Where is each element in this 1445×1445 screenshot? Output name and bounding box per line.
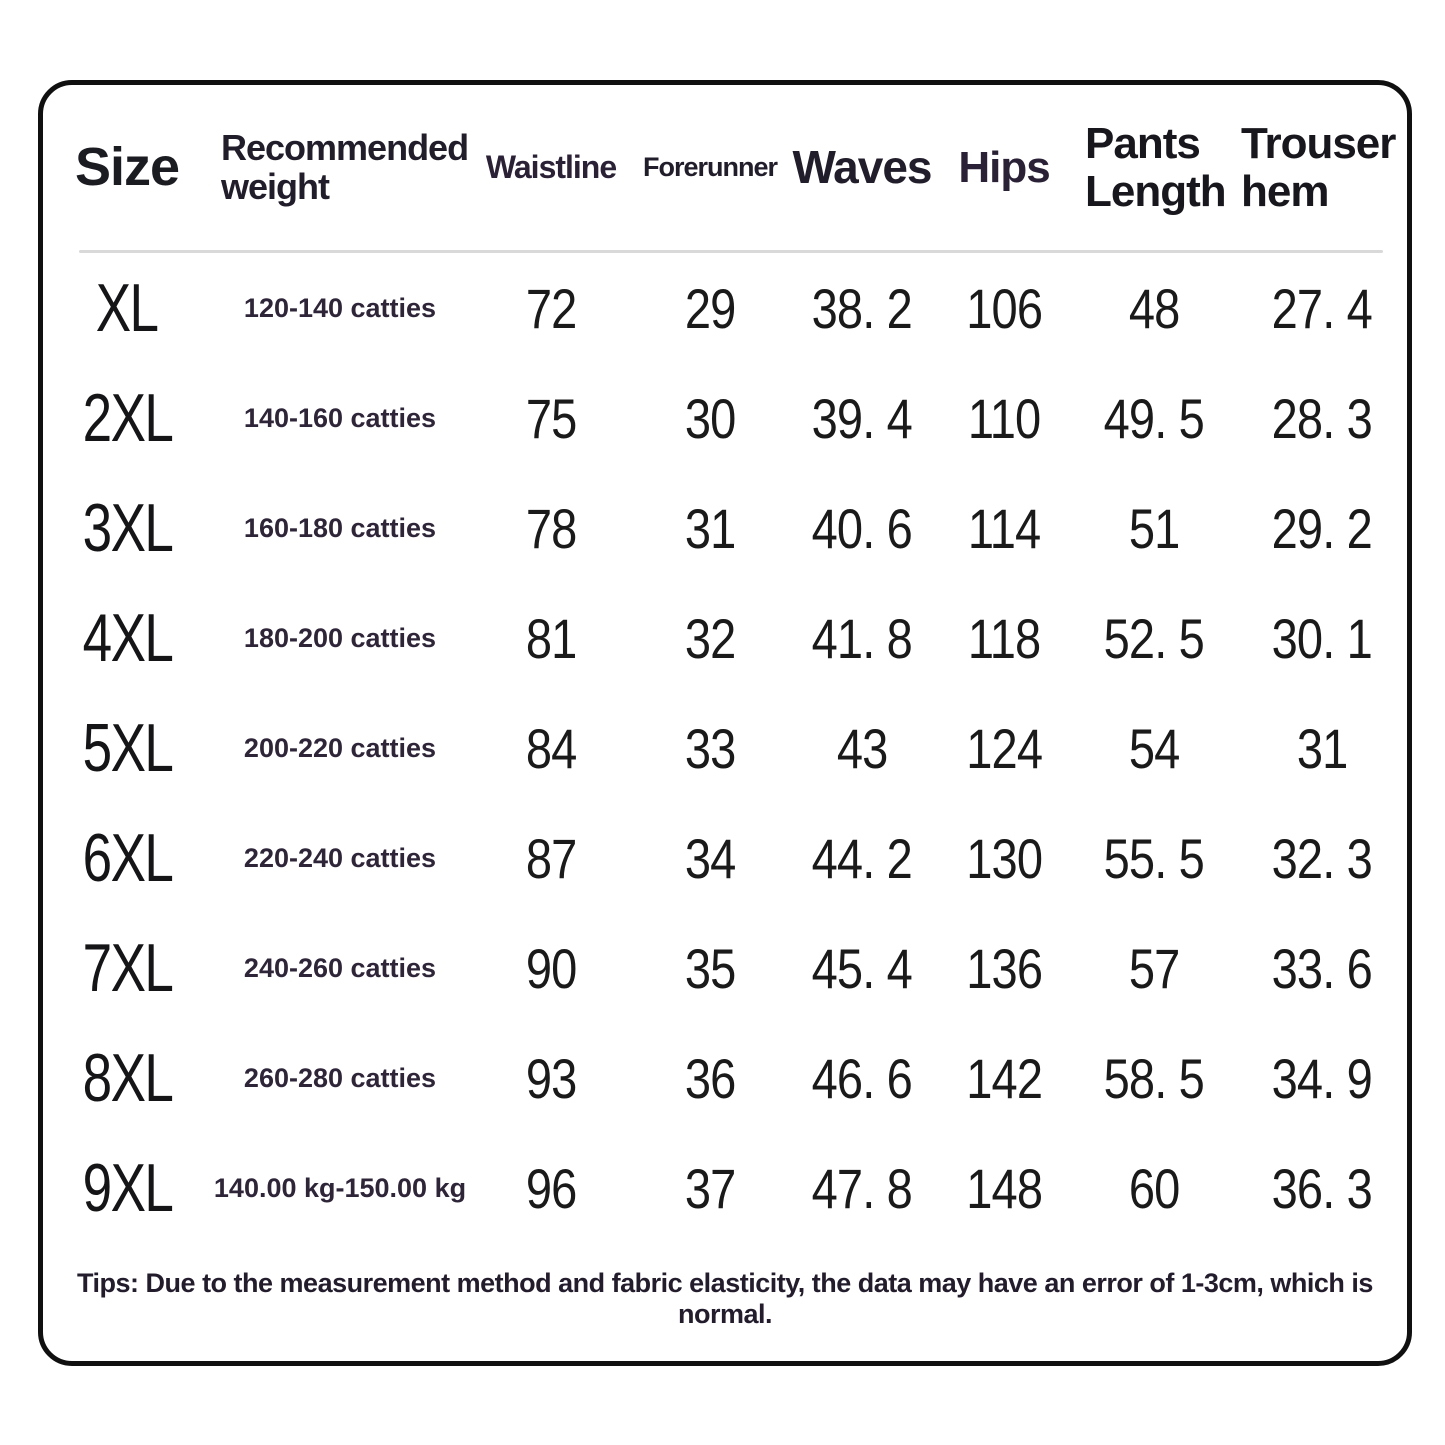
waistline-cell: 75 — [525, 386, 577, 450]
weight-cell: 260-280 catties — [243, 1062, 437, 1093]
weight-cell: 140-160 catties — [243, 402, 437, 433]
size-cell: XL — [96, 270, 159, 346]
hips-cell: 114 — [967, 496, 1041, 560]
pants-length-cell: 60 — [1128, 1156, 1180, 1220]
pants-length-cell: 51 — [1128, 496, 1180, 560]
waistline-cell: 90 — [525, 936, 577, 1000]
table-row: 4XL 180-200 catties 81 32 41. 8 118 52. … — [43, 583, 1407, 693]
trouser-hem-cell: 33. 6 — [1271, 936, 1373, 1000]
weight-cell: 180-200 catties — [243, 622, 437, 653]
table-row: XL 120-140 catties 72 29 38. 2 106 48 27… — [43, 253, 1407, 363]
forerunner-cell: 36 — [684, 1046, 736, 1110]
hips-cell: 110 — [967, 386, 1041, 450]
hips-cell: 136 — [966, 936, 1043, 1000]
weight-cell: 200-220 catties — [243, 732, 437, 763]
column-header-waistline: Waistline — [485, 149, 617, 186]
waves-cell: 45. 4 — [811, 936, 913, 1000]
size-cell: 4XL — [82, 600, 173, 676]
waves-cell: 44. 2 — [811, 826, 913, 890]
waistline-cell: 93 — [525, 1046, 577, 1110]
table-row: 2XL 140-160 catties 75 30 39. 4 110 49. … — [43, 363, 1407, 473]
weight-cell: 140.00 kg-150.00 kg — [213, 1172, 467, 1203]
column-header-forerunner: Forerunner — [642, 151, 778, 182]
pants-length-cell: 58. 5 — [1103, 1046, 1205, 1110]
table-row: 9XL 140.00 kg-150.00 kg 96 37 47. 8 148 … — [43, 1133, 1407, 1243]
waistline-cell: 72 — [525, 276, 577, 340]
waves-cell: 38. 2 — [811, 276, 913, 340]
waistline-cell: 87 — [525, 826, 577, 890]
column-header-waves: Waves — [792, 140, 932, 193]
forerunner-cell: 29 — [684, 276, 736, 340]
forerunner-cell: 37 — [684, 1156, 736, 1220]
table-row: 6XL 220-240 catties 87 34 44. 2 130 55. … — [43, 803, 1407, 913]
trouser-hem-cell: 34. 9 — [1271, 1046, 1373, 1110]
table-body: XL 120-140 catties 72 29 38. 2 106 48 27… — [43, 253, 1407, 1243]
size-cell: 3XL — [82, 490, 173, 566]
size-cell: 8XL — [82, 1040, 173, 1116]
size-cell: 5XL — [82, 710, 173, 786]
table-row: 5XL 200-220 catties 84 33 43 124 54 31 — [43, 693, 1407, 803]
trouser-hem-cell: 31 — [1296, 716, 1348, 780]
hips-cell: 130 — [966, 826, 1043, 890]
waistline-cell: 96 — [525, 1156, 577, 1220]
hips-cell: 142 — [966, 1046, 1043, 1110]
waistline-cell: 81 — [525, 606, 577, 670]
forerunner-cell: 35 — [684, 936, 736, 1000]
weight-cell: 220-240 catties — [243, 842, 437, 873]
tips-row: Tips: Due to the measurement method and … — [43, 1243, 1407, 1355]
trouser-hem-cell: 36. 3 — [1271, 1156, 1373, 1220]
tips-text: Tips: Due to the measurement method and … — [77, 1268, 1373, 1329]
waistline-cell: 84 — [525, 716, 577, 780]
forerunner-cell: 30 — [684, 386, 736, 450]
size-cell: 7XL — [82, 930, 173, 1006]
waistline-cell: 78 — [525, 496, 577, 560]
pants-length-cell: 57 — [1128, 936, 1180, 1000]
table-row: 3XL 160-180 catties 78 31 40. 6 114 51 2… — [43, 473, 1407, 583]
column-header-trouser-hem: Trouser hem — [1241, 118, 1396, 216]
column-header-hips: Hips — [958, 142, 1050, 192]
table-row: 7XL 240-260 catties 90 35 45. 4 136 57 3… — [43, 913, 1407, 1023]
weight-cell: 160-180 catties — [243, 512, 437, 543]
hips-cell: 118 — [967, 606, 1041, 670]
size-cell: 9XL — [82, 1150, 173, 1226]
forerunner-cell: 34 — [684, 826, 736, 890]
trouser-hem-cell: 29. 2 — [1271, 496, 1373, 560]
table-header-row: Size Recommended weight Waistline Foreru… — [43, 85, 1407, 250]
waves-cell: 40. 6 — [811, 496, 913, 560]
waves-cell: 39. 4 — [811, 386, 913, 450]
forerunner-cell: 31 — [684, 496, 736, 560]
size-chart-sheet: Size Recommended weight Waistline Foreru… — [38, 80, 1412, 1366]
weight-cell: 240-260 catties — [243, 952, 437, 983]
hips-cell: 148 — [966, 1156, 1043, 1220]
header-divider — [79, 250, 1383, 253]
pants-length-cell: 54 — [1128, 716, 1180, 780]
waves-cell: 41. 8 — [811, 606, 913, 670]
waves-cell: 47. 8 — [811, 1156, 913, 1220]
waves-cell: 46. 6 — [811, 1046, 913, 1110]
pants-length-cell: 55. 5 — [1103, 826, 1205, 890]
column-header-pants-length: Pants Length — [1085, 118, 1227, 216]
forerunner-cell: 32 — [684, 606, 736, 670]
table-row: 8XL 260-280 catties 93 36 46. 6 142 58. … — [43, 1023, 1407, 1133]
size-cell: 2XL — [82, 380, 173, 456]
column-header-size: Size — [74, 137, 180, 198]
forerunner-cell: 33 — [684, 716, 736, 780]
trouser-hem-cell: 32. 3 — [1271, 826, 1373, 890]
waves-cell: 43 — [836, 716, 888, 780]
pants-length-cell: 48 — [1128, 276, 1180, 340]
pants-length-cell: 49. 5 — [1103, 386, 1205, 450]
pants-length-cell: 52. 5 — [1103, 606, 1205, 670]
hips-cell: 106 — [966, 276, 1043, 340]
weight-cell: 120-140 catties — [243, 292, 437, 323]
size-cell: 6XL — [82, 820, 173, 896]
column-header-weight: Recommended weight — [221, 126, 469, 207]
hips-cell: 124 — [966, 716, 1043, 780]
trouser-hem-cell: 30. 1 — [1271, 606, 1373, 670]
trouser-hem-cell: 27. 4 — [1271, 276, 1373, 340]
trouser-hem-cell: 28. 3 — [1271, 386, 1373, 450]
